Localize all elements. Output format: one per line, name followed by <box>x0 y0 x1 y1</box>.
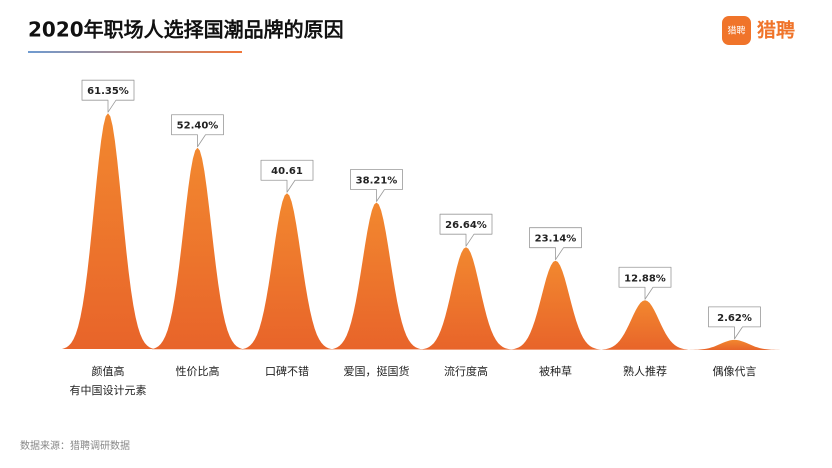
logo-icon-text: 猎聘 <box>727 25 745 37</box>
peak <box>330 202 423 350</box>
x-tick-label: 口碑不错 <box>265 365 309 378</box>
callout <box>618 266 672 300</box>
peak <box>420 247 512 350</box>
value-label: 40.61 <box>271 166 303 177</box>
x-tick-label: 流行度高 <box>444 365 488 378</box>
peak <box>509 260 602 350</box>
callout <box>529 227 582 261</box>
title-underline <box>28 51 242 53</box>
x-tick-label: 被种草 <box>539 365 572 378</box>
x-tick-label: 熟人推荐 <box>623 365 667 378</box>
value-label: 26.64% <box>445 220 487 231</box>
value-label: 2.62% <box>717 313 752 324</box>
x-tick-label: 偶像代言 <box>712 365 757 378</box>
value-label: 61.35% <box>87 86 129 97</box>
x-tick-label: 性价比高 <box>175 365 220 378</box>
value-label: 12.88% <box>624 273 666 284</box>
callout <box>171 114 224 148</box>
callout <box>439 213 493 247</box>
x-tick-label: 爱国，挺国货 <box>343 365 410 378</box>
callout <box>350 169 403 202</box>
peak <box>688 339 781 350</box>
callout <box>81 79 135 113</box>
peak <box>599 300 691 350</box>
x-tick-label: 颜值高 有中国设计元素 <box>69 365 147 397</box>
peak <box>62 113 154 349</box>
chart-title: 2020年职场人选择国潮品牌的原因 <box>28 18 344 42</box>
logo: 猎聘 <box>757 19 795 42</box>
value-label: 52.40% <box>177 121 219 132</box>
peak <box>241 193 333 350</box>
source: 数据来源：猎聘调研数据 <box>20 439 130 452</box>
value-label: 38.21% <box>356 176 398 187</box>
peak <box>151 147 244 350</box>
logo-icon <box>722 16 751 45</box>
callout <box>708 306 761 340</box>
callout <box>260 159 314 193</box>
value-label: 23.14% <box>535 234 577 245</box>
